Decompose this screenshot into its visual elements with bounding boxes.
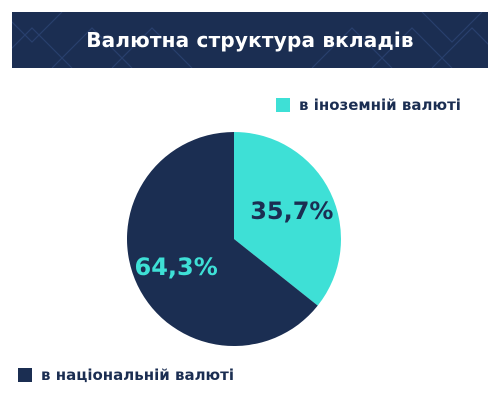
legend-item-foreign: в іноземній валюті <box>276 96 461 114</box>
header-pattern <box>12 12 488 68</box>
pie-slice-national <box>126 132 318 346</box>
legend-swatch-foreign <box>276 98 290 112</box>
chart-title: Валютна структура вкладів <box>86 28 414 52</box>
legend-label-foreign: в іноземній валюті <box>299 96 461 114</box>
legend-swatch-national <box>18 368 32 382</box>
pie-label-national: 64,3% <box>135 253 218 281</box>
chart-header: Валютна структура вкладів <box>12 12 488 68</box>
pie-label-foreign: 35,7% <box>250 197 333 225</box>
pie-slice-foreign <box>234 132 341 306</box>
legend-item-national: в національній валюті <box>18 366 234 384</box>
legend-label-national: в національній валюті <box>41 366 234 384</box>
